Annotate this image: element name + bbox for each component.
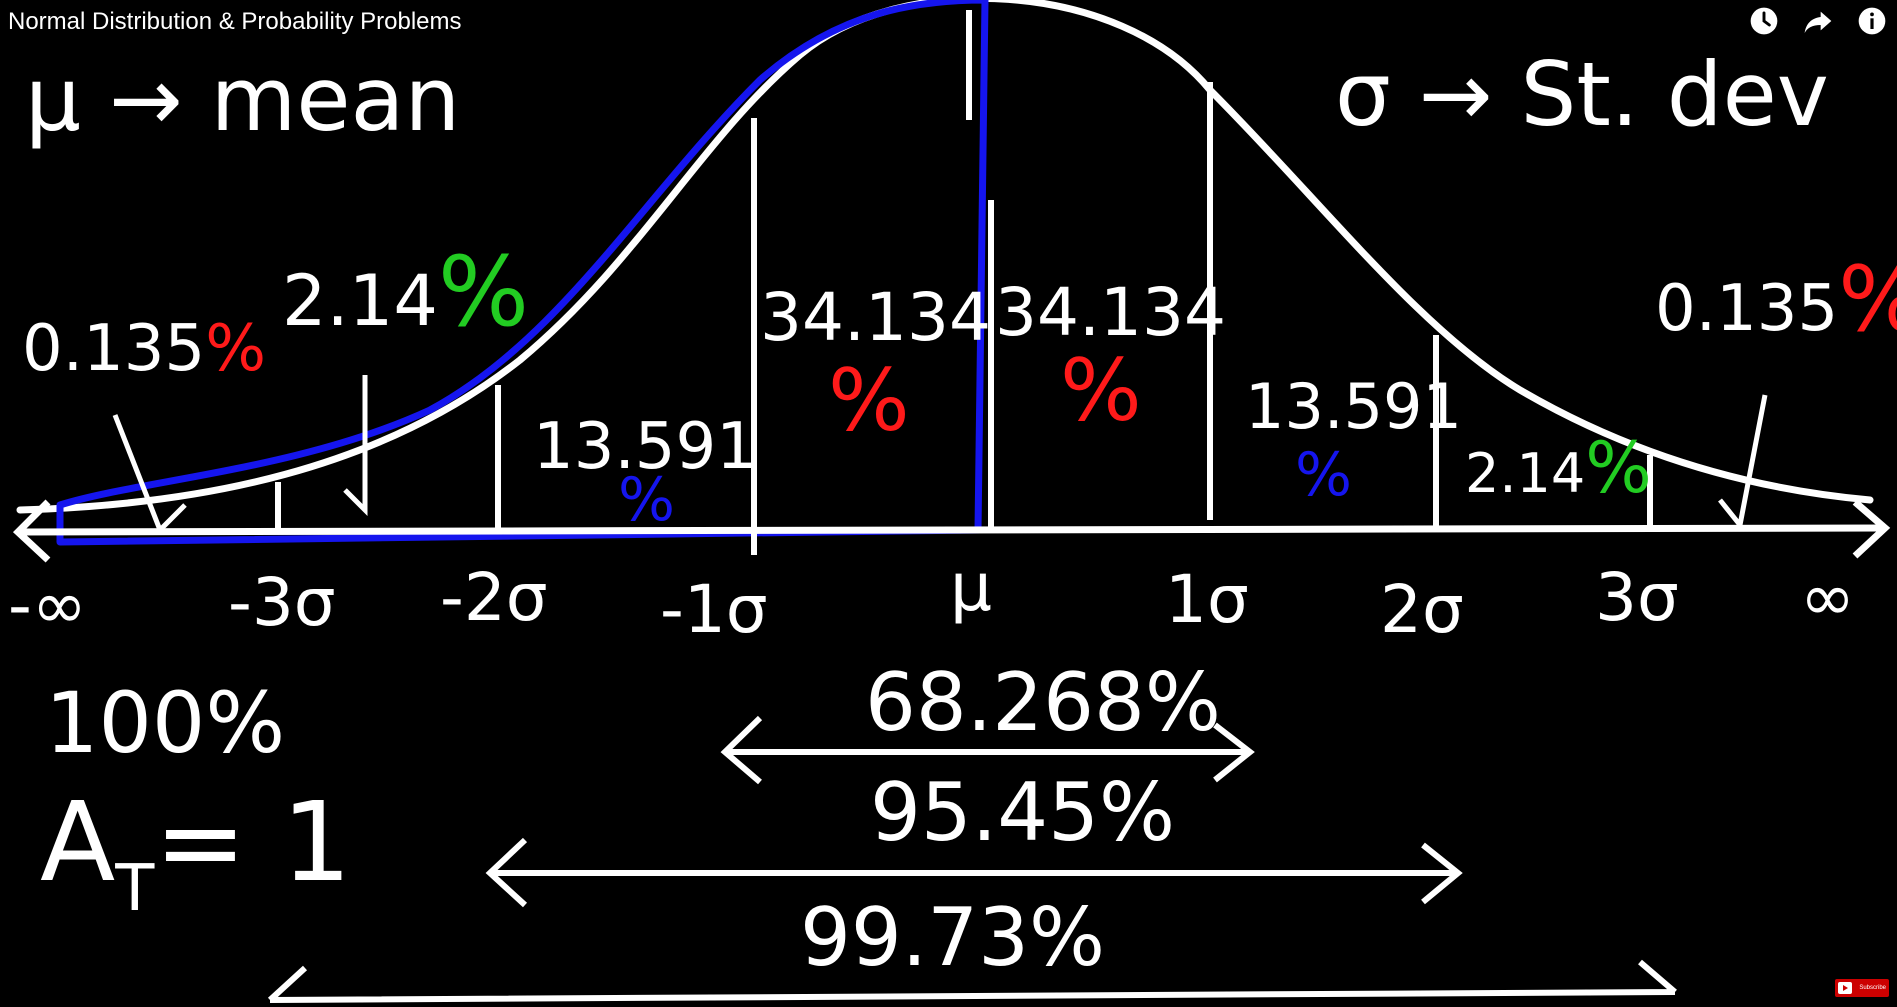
axis-label: -2σ: [440, 559, 548, 636]
axis-label: -1σ: [660, 571, 768, 648]
video-title[interactable]: Normal Distribution & Probability Proble…: [8, 8, 462, 35]
region-label-left-3-num: 13.591: [533, 410, 757, 484]
axis-labels: -∞ -3σ -2σ -1σ μ 1σ 2σ 3σ ∞: [8, 549, 1855, 648]
axis-label: ∞: [1800, 559, 1855, 636]
axis-label: -3σ: [228, 564, 336, 641]
subscribe-watermark[interactable]: Subscribe: [1835, 979, 1889, 997]
play-icon: [1838, 982, 1852, 994]
region-label-far-right: 0.135%: [1655, 247, 1897, 352]
region-label-left-4-pct: %: [828, 351, 910, 451]
axis-label: μ: [950, 549, 992, 626]
axis-label: 1σ: [1165, 561, 1249, 638]
watch-later-button[interactable]: [1747, 4, 1781, 38]
range-1-arrow: [720, 715, 1255, 785]
clock-icon: [1750, 7, 1778, 35]
range-3-arrow: [267, 959, 1677, 1003]
pointer-marks: [112, 375, 1768, 535]
total-area: AT= 1: [40, 778, 351, 926]
total-percent: 100%: [45, 674, 285, 772]
x-axis: [19, 524, 1886, 536]
range-2-arrow: [485, 837, 1463, 908]
shaded-region-outline: [56, 0, 989, 546]
info-icon: [1858, 7, 1886, 35]
subscribe-label: Subscribe: [1859, 985, 1886, 991]
region-label-left-2: 2.14%: [282, 236, 529, 348]
share-button[interactable]: [1801, 4, 1835, 38]
axis-label: 3σ: [1595, 559, 1679, 636]
sd-definition: σ → St. dev: [1335, 43, 1829, 146]
x-axis-right-arrow: [1852, 499, 1891, 559]
mean-definition: μ → mean: [25, 48, 460, 151]
region-label-left-4-num: 34.134: [760, 279, 991, 356]
axis-label: 2σ: [1380, 571, 1464, 648]
region-label-right-4-pct: %: [1060, 341, 1142, 441]
sd-dividers: [275, 10, 1653, 555]
range-1-label: 68.268%: [865, 656, 1221, 749]
player-top-actions: [1747, 4, 1889, 38]
video-title-bar: Normal Distribution & Probability Proble…: [0, 0, 462, 44]
region-label-left-3-pct: %: [618, 465, 675, 535]
range-2-label: 95.45%: [870, 766, 1175, 859]
region-label-right-3-pct: %: [1295, 440, 1352, 510]
share-icon: [1804, 11, 1832, 33]
region-label-right-3-num: 13.591: [1245, 370, 1462, 443]
region-label-right-4-num: 34.134: [995, 274, 1226, 351]
region-label-right-2: 2.14%: [1465, 427, 1652, 509]
range-3-label: 99.73%: [800, 891, 1105, 984]
axis-label: -∞: [8, 567, 87, 644]
normal-curve: [16, 0, 1874, 514]
region-label-far-left: 0.135%: [22, 312, 266, 386]
info-button[interactable]: [1855, 4, 1889, 38]
x-axis-left-arrow: [12, 499, 51, 563]
